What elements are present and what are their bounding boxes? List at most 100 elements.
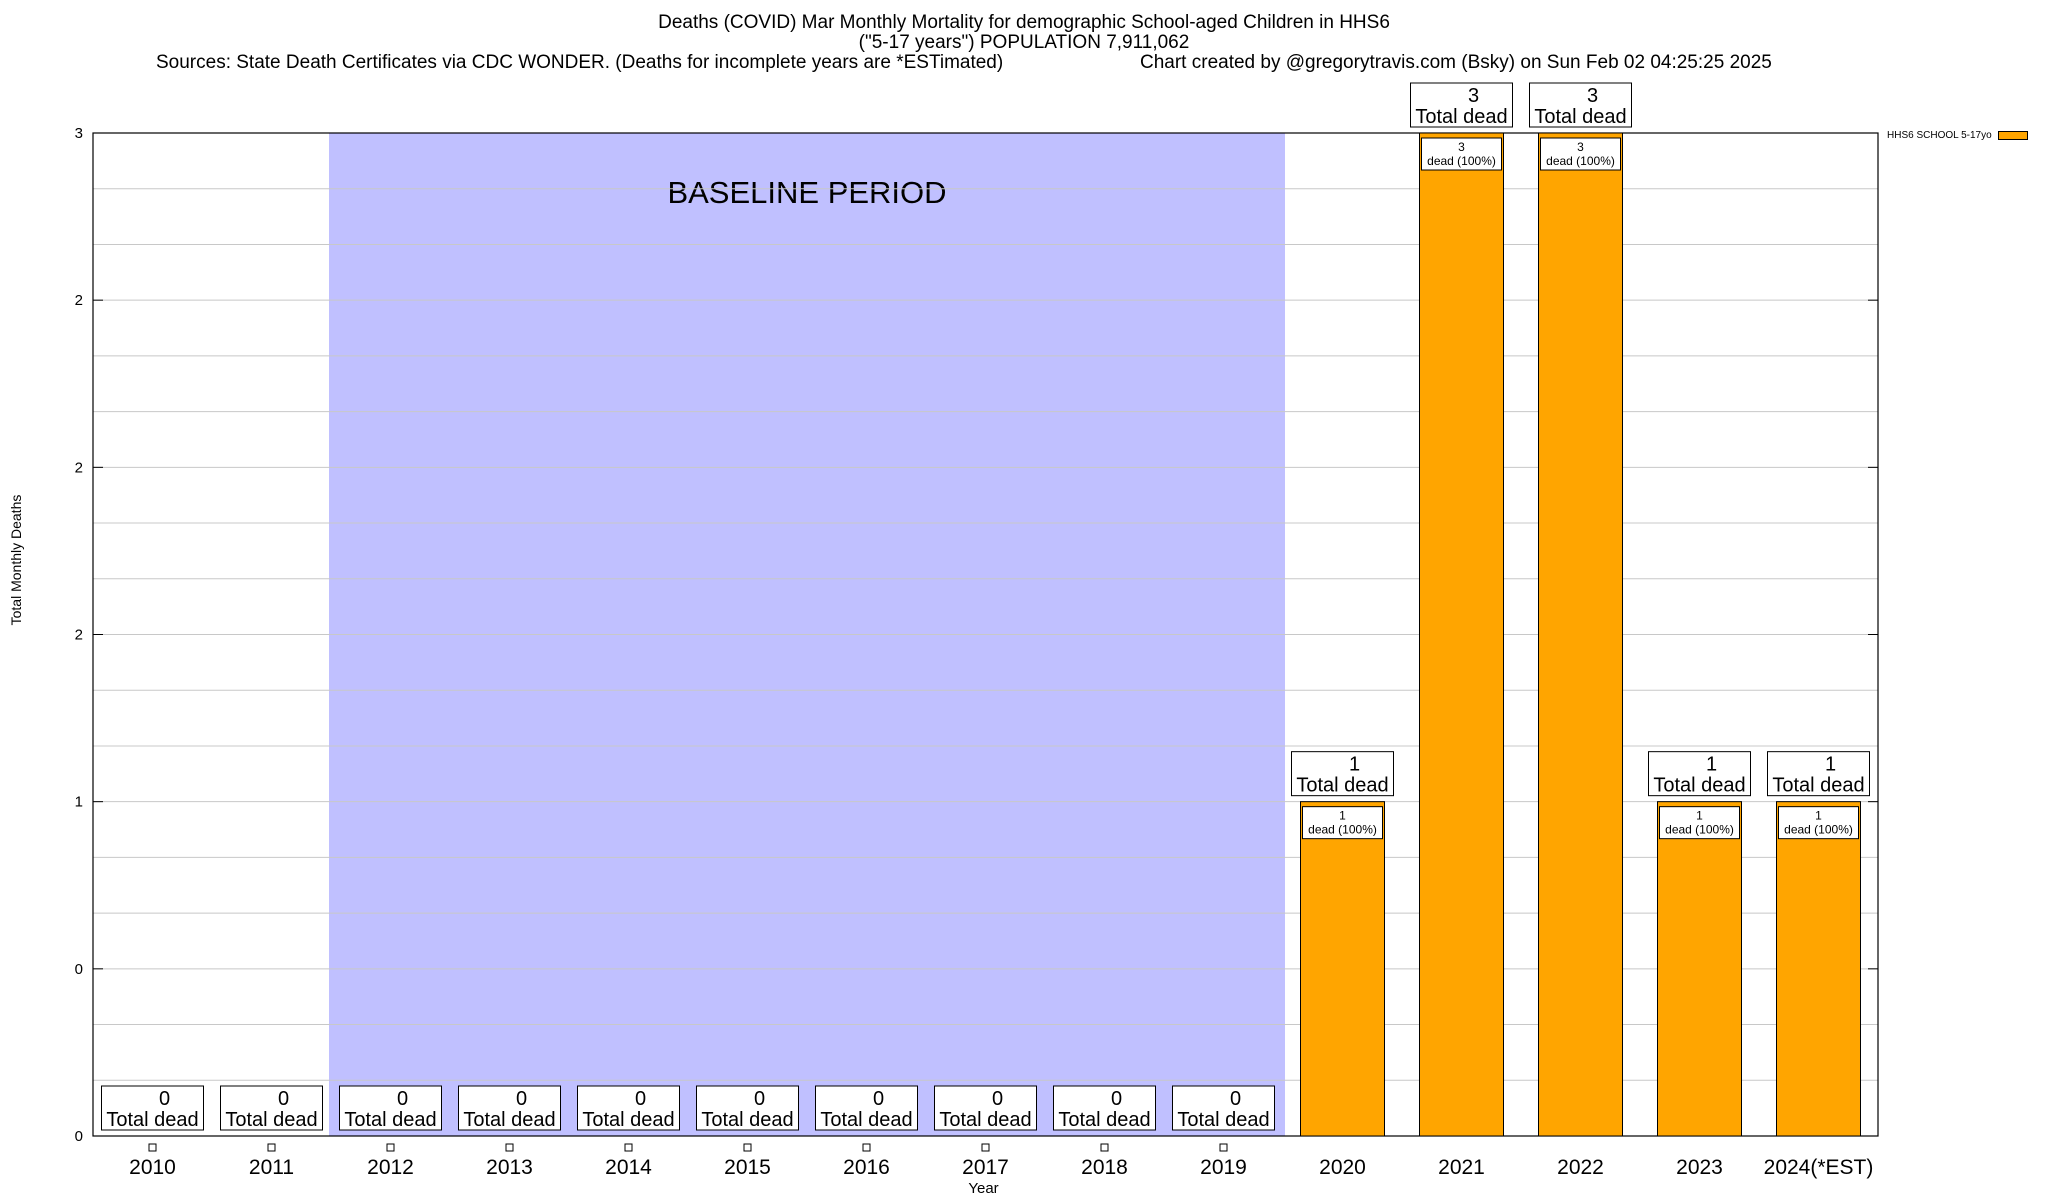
bar-inner-label-box — [1302, 806, 1383, 840]
total-label-count: 1 — [1706, 754, 1717, 776]
zero-marker — [267, 1143, 276, 1152]
bar-inner-count: 1 — [1339, 809, 1346, 823]
bar-inner-count: 3 — [1458, 140, 1465, 154]
y-tick-label: 0 — [75, 961, 83, 978]
x-tick-label: 2019 — [1200, 1156, 1247, 1179]
chart-credit: Chart created by @gregorytravis.com (Bsk… — [1140, 52, 1772, 73]
bar-inner-label-box — [1540, 137, 1621, 171]
total-label-count: 0 — [516, 1088, 527, 1110]
total-label-text: Total dead — [1058, 1109, 1150, 1131]
total-label-box — [220, 1085, 323, 1131]
total-label-box — [1529, 82, 1632, 128]
total-label-text: Total dead — [225, 1109, 317, 1131]
bar-inner-label-box — [1421, 137, 1502, 171]
total-label-count: 0 — [397, 1088, 408, 1110]
bar-inner-pct: dead (100%) — [1427, 154, 1496, 168]
total-label-count: 0 — [992, 1088, 1003, 1110]
zero-marker — [981, 1143, 990, 1152]
total-label-box — [696, 1085, 799, 1131]
legend-label: HHS6 SCHOOL 5-17yo — [1887, 130, 1992, 141]
chart-sources: Sources: State Death Certificates via CD… — [156, 52, 1004, 73]
y-tick-label: 2 — [75, 292, 83, 309]
zero-marker — [1100, 1143, 1109, 1152]
total-label-text: Total dead — [106, 1109, 198, 1131]
bar — [1776, 801, 1861, 1137]
zero-marker — [862, 1143, 871, 1152]
total-label-box — [1648, 751, 1751, 797]
x-tick-label: 2016 — [843, 1156, 890, 1179]
x-tick-label: 2018 — [1081, 1156, 1128, 1179]
total-label-text: Total dead — [463, 1109, 555, 1131]
total-label-box — [1172, 1085, 1275, 1131]
total-label-count: 0 — [754, 1088, 765, 1110]
bar-inner-count: 1 — [1696, 809, 1703, 823]
legend-swatch — [1997, 131, 2028, 140]
total-label-box — [934, 1085, 1037, 1131]
total-label-text: Total dead — [701, 1109, 793, 1131]
zero-marker — [148, 1143, 157, 1152]
total-label-box — [1767, 751, 1870, 797]
y-tick-label: 3 — [75, 125, 83, 142]
total-label-count: 0 — [1230, 1088, 1241, 1110]
total-label-text: Total dead — [1653, 775, 1745, 797]
bar — [1657, 801, 1742, 1137]
x-tick-label: 2010 — [129, 1156, 176, 1179]
total-label-count: 0 — [873, 1088, 884, 1110]
total-label-box — [1291, 751, 1394, 797]
baseline-period-label: BASELINE PERIOD — [667, 175, 946, 210]
total-label-box — [1410, 82, 1513, 128]
total-label-count: 3 — [1587, 85, 1598, 107]
legend: HHS6 SCHOOL 5-17yo — [1887, 130, 2028, 141]
y-axis-label-wrap: Total Monthly Deaths — [6, 495, 26, 626]
x-axis-label: Year — [968, 1180, 999, 1197]
bar-inner-count: 1 — [1815, 809, 1822, 823]
total-label-text: Total dead — [1772, 775, 1864, 797]
x-tick-label: 2011 — [249, 1156, 294, 1179]
bar-inner-pct: dead (100%) — [1784, 823, 1853, 837]
zero-marker — [624, 1143, 633, 1152]
bar-inner-pct: dead (100%) — [1308, 823, 1377, 837]
zero-marker — [743, 1143, 752, 1152]
plot-frame — [92, 132, 1879, 1137]
total-label-count: 0 — [159, 1088, 170, 1110]
total-label-count: 0 — [1111, 1088, 1122, 1110]
bar — [1538, 132, 1623, 1137]
total-label-box — [1053, 1085, 1156, 1131]
y-tick-label: 1 — [75, 794, 83, 811]
zero-marker — [386, 1143, 395, 1152]
x-tick-label: 2024(*EST) — [1764, 1156, 1874, 1179]
total-label-text: Total dead — [1415, 106, 1507, 128]
bar — [1300, 801, 1385, 1137]
total-label-box — [815, 1085, 918, 1131]
x-tick-label: 2012 — [367, 1156, 414, 1179]
chart-title-line1: Deaths (COVID) Mar Monthly Mortality for… — [658, 12, 1390, 33]
total-label-count: 3 — [1468, 85, 1479, 107]
y-tick-label: 0 — [75, 1128, 83, 1145]
x-tick-label: 2013 — [486, 1156, 533, 1179]
zero-marker — [1219, 1143, 1228, 1152]
y-tick-label: 2 — [75, 627, 83, 644]
bar-inner-label-box — [1778, 806, 1859, 840]
total-label-box — [101, 1085, 204, 1131]
total-label-count: 0 — [635, 1088, 646, 1110]
total-label-text: Total dead — [582, 1109, 674, 1131]
bar-inner-pct: dead (100%) — [1546, 154, 1615, 168]
x-tick-label: 2017 — [962, 1156, 1009, 1179]
bar-inner-label-box — [1659, 806, 1740, 840]
total-label-box — [339, 1085, 442, 1131]
y-axis-label: Total Monthly Deaths — [8, 494, 24, 626]
total-label-text: Total dead — [344, 1109, 436, 1131]
x-tick-label: 2014 — [605, 1156, 652, 1179]
total-label-text: Total dead — [1534, 106, 1626, 128]
zero-marker — [505, 1143, 514, 1152]
total-label-text: Total dead — [1177, 1109, 1269, 1131]
total-label-count: 1 — [1349, 754, 1360, 776]
x-tick-label: 2023 — [1676, 1156, 1723, 1179]
total-label-box — [458, 1085, 561, 1131]
x-tick-label: 2021 — [1438, 1156, 1485, 1179]
total-label-text: Total dead — [820, 1109, 912, 1131]
x-tick-label: 2015 — [724, 1156, 771, 1179]
bar-inner-pct: dead (100%) — [1665, 823, 1734, 837]
chart-title-line2: ("5-17 years") POPULATION 7,911,062 — [858, 32, 1190, 53]
